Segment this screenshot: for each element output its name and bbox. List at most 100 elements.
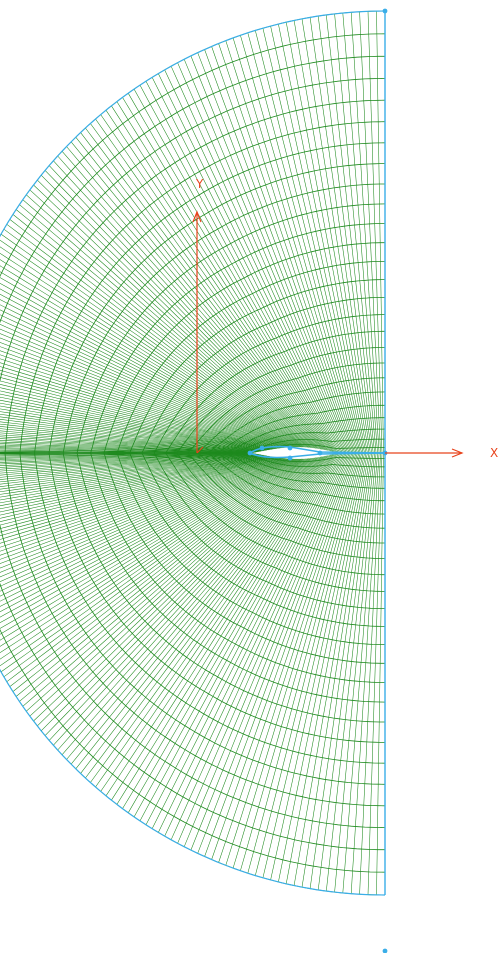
mesh-radial-line bbox=[0, 454, 260, 485]
mesh-radial-line bbox=[0, 453, 253, 462]
mesh-radial-line bbox=[190, 452, 350, 851]
vertex-point[interactable] bbox=[317, 450, 323, 456]
mesh-radial-line bbox=[0, 454, 258, 478]
mesh-radial-line bbox=[0, 233, 300, 448]
mesh-radial-line bbox=[164, 69, 345, 454]
mesh-radial-line bbox=[0, 457, 276, 548]
mesh-radial-line bbox=[342, 12, 378, 454]
mesh-radial-line bbox=[0, 446, 253, 453]
mesh-radial-line bbox=[0, 350, 278, 449]
mesh-radial-line bbox=[278, 452, 367, 882]
vertex-point[interactable] bbox=[287, 455, 293, 461]
mesh-radial-line bbox=[247, 32, 361, 454]
mesh-radial-line bbox=[0, 239, 299, 448]
mesh-radial-line bbox=[33, 458, 312, 722]
mesh-radial-line bbox=[85, 455, 326, 779]
mesh-radial-line bbox=[0, 456, 271, 526]
mesh-radial-line bbox=[0, 453, 257, 472]
mesh-radial-line bbox=[6, 458, 303, 682]
mesh-radial-line bbox=[0, 358, 276, 449]
mesh-radial-line bbox=[0, 455, 267, 510]
mesh-radial-line bbox=[37, 179, 313, 449]
mesh-radial-line bbox=[122, 97, 335, 453]
mesh-radial-line bbox=[0, 453, 256, 470]
mesh-radial-line bbox=[0, 430, 258, 453]
vertex-point[interactable] bbox=[259, 445, 265, 451]
mesh-radial-line bbox=[326, 452, 375, 892]
airfoil-lower-surface bbox=[249, 452, 386, 459]
mesh-radial-line bbox=[95, 455, 329, 788]
mesh-radial-line bbox=[0, 282, 292, 448]
mesh-radial-line bbox=[0, 457, 281, 569]
mesh-radial-line bbox=[0, 337, 281, 449]
mesh-radial-line bbox=[190, 55, 350, 454]
mesh-radial-line bbox=[0, 457, 279, 560]
vertex-point[interactable] bbox=[382, 8, 388, 14]
mesh-radial-line bbox=[0, 458, 288, 602]
mesh-radial-line bbox=[41, 457, 314, 731]
mesh-radial-line bbox=[0, 377, 272, 450]
vertex-point[interactable] bbox=[287, 445, 293, 451]
coordinate-axes bbox=[192, 210, 464, 458]
mesh-radial-line bbox=[22, 458, 308, 707]
mesh-radial-line bbox=[44, 170, 315, 449]
mesh-radial-line bbox=[139, 84, 339, 454]
mesh-ring bbox=[103, 242, 385, 664]
mesh-radial-line bbox=[0, 444, 253, 453]
mesh-radial-line bbox=[0, 458, 293, 629]
mesh-radial-line bbox=[0, 458, 298, 660]
mesh-radial-line bbox=[0, 346, 279, 449]
mesh-radial-line bbox=[0, 252, 297, 448]
mesh-radial-line bbox=[0, 362, 275, 450]
vertex-point[interactable] bbox=[382, 948, 388, 953]
mesh-radial-line bbox=[0, 456, 274, 540]
mesh-radial-line bbox=[0, 453, 254, 465]
mesh-radial-line bbox=[0, 342, 280, 449]
mesh-radial-line bbox=[240, 452, 360, 871]
mesh-radial-line bbox=[41, 175, 314, 449]
mesh-radial-line bbox=[0, 354, 277, 449]
mesh-radial-line bbox=[0, 456, 272, 529]
mesh-radial-line bbox=[0, 454, 263, 495]
mesh-ring bbox=[165, 330, 385, 576]
mesh-radial-line bbox=[334, 13, 377, 454]
mesh-radial-line bbox=[170, 66, 346, 454]
mesh-radial-line bbox=[111, 454, 333, 801]
mesh-ring bbox=[153, 314, 385, 592]
mesh-radial-line bbox=[0, 456, 275, 544]
airfoil-body bbox=[247, 8, 388, 953]
mesh-radial-line bbox=[0, 293, 290, 448]
mesh-radial-line bbox=[309, 452, 372, 889]
vertex-point[interactable] bbox=[247, 450, 253, 456]
mesh-radial-line bbox=[0, 411, 263, 452]
mesh-radial-line bbox=[293, 20, 370, 454]
mesh-radial-line bbox=[111, 105, 333, 452]
mesh-radial-line bbox=[0, 309, 287, 448]
mesh-radial-line bbox=[66, 456, 322, 760]
mesh-radial-line bbox=[0, 453, 253, 460]
mesh-ring bbox=[224, 417, 385, 489]
mesh-radial-line bbox=[122, 453, 335, 809]
mesh-radial-line bbox=[100, 114, 330, 452]
mesh-radial-line bbox=[0, 457, 278, 556]
mesh-radial-line bbox=[197, 452, 351, 854]
mesh-radial-line bbox=[0, 458, 287, 597]
mesh-radial-line bbox=[0, 434, 257, 453]
mesh-radial-line bbox=[367, 452, 383, 895]
mesh-radial-line bbox=[0, 457, 284, 582]
mesh-radial-line bbox=[0, 454, 262, 490]
mesh-radial-line bbox=[367, 11, 383, 454]
mesh-radial-line bbox=[204, 452, 353, 857]
mesh-radial-line bbox=[177, 62, 347, 454]
mesh-radial-line bbox=[0, 304, 288, 448]
mesh-radial-line bbox=[0, 458, 295, 641]
mesh-radial-line bbox=[57, 155, 319, 449]
mesh-radial-line bbox=[53, 457, 318, 746]
mesh-radial-line bbox=[0, 454, 262, 493]
mesh-radial-line bbox=[100, 454, 330, 792]
mesh-radial-line bbox=[376, 452, 384, 895]
mesh-radial-line bbox=[127, 453, 337, 813]
mesh-radial-line bbox=[0, 458, 292, 624]
mesh-radial-line bbox=[151, 452, 342, 829]
